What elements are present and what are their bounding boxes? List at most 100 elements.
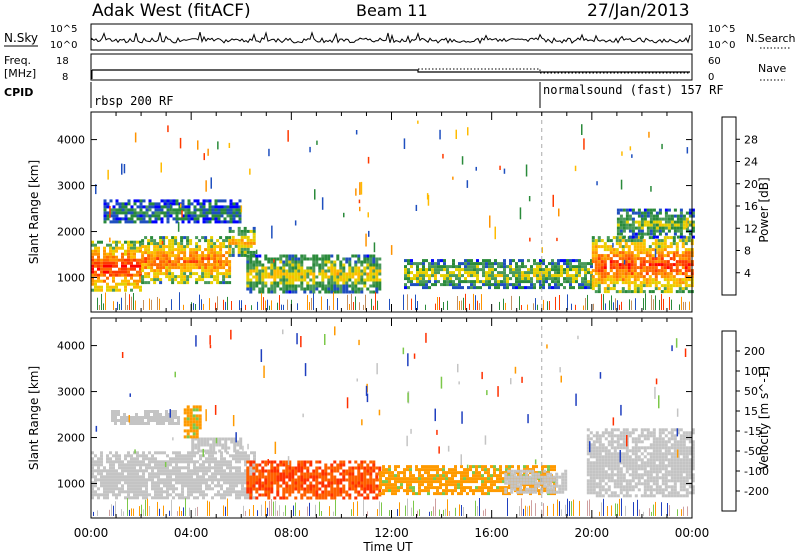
echo-cell — [536, 265, 539, 269]
echo-cell — [225, 263, 229, 267]
echo-cell — [633, 260, 637, 264]
echo-cell — [451, 480, 454, 484]
echo-cell — [246, 275, 250, 279]
echo-cell — [491, 283, 494, 287]
echo-cell — [624, 254, 628, 258]
echo-cell — [282, 496, 286, 500]
echo-cell — [180, 278, 184, 282]
echo-cell — [153, 419, 156, 422]
echo-cell — [636, 287, 640, 291]
echo-cell — [612, 251, 616, 255]
echo-cell — [413, 274, 416, 278]
echo-cell — [548, 283, 551, 287]
echo-cell — [681, 257, 685, 261]
echo-cell — [619, 208, 623, 212]
ground-scatter-mark — [135, 300, 136, 310]
echo-cell — [618, 245, 622, 249]
echo-cell — [235, 457, 238, 461]
ground-scatter-mark — [225, 301, 226, 310]
echo-cell — [103, 261, 106, 265]
echo-cell — [309, 484, 313, 488]
echo-cell — [306, 484, 310, 488]
echo-cell — [616, 455, 620, 459]
echo-cell — [177, 419, 180, 422]
ground-scatter-mark — [555, 296, 556, 310]
echo-cell — [115, 249, 118, 253]
echo-cell — [505, 486, 508, 490]
echo-cell — [200, 437, 204, 441]
echo-cell — [127, 460, 130, 464]
echo-cell — [136, 249, 139, 253]
echo-cell — [198, 239, 202, 243]
echo-cell — [232, 454, 235, 458]
echo-cell — [315, 481, 319, 485]
echo-cell — [519, 487, 523, 491]
echo-cell — [214, 217, 218, 221]
echo-cell — [499, 468, 502, 472]
echo-cell — [233, 443, 237, 447]
echo-cell — [127, 246, 130, 250]
echo-cell — [451, 474, 454, 478]
echo-cell — [455, 265, 458, 269]
echo-cell — [691, 229, 695, 233]
echo-cell — [183, 281, 187, 285]
echo-cell — [652, 214, 656, 218]
echo-cell — [637, 214, 641, 218]
echo-cell — [208, 484, 211, 488]
echo-cell — [657, 269, 661, 273]
echo-cell — [100, 463, 103, 467]
echo-cell — [154, 451, 157, 455]
echo-cell — [264, 269, 268, 273]
echo-cell — [141, 419, 144, 422]
echo-cell — [114, 419, 117, 422]
echo-cell — [109, 243, 112, 247]
echo-cell — [255, 275, 259, 279]
echo-cell — [535, 471, 538, 475]
echo-cell — [551, 268, 554, 272]
echo-cell — [160, 490, 163, 494]
echo-cell — [208, 466, 211, 470]
echo-cell — [515, 277, 518, 281]
echo-cell — [175, 220, 179, 224]
echo-cell — [276, 490, 280, 494]
echo-cell — [243, 226, 247, 230]
echo-cell — [273, 478, 277, 482]
echo-cell — [273, 278, 277, 282]
echo-cell — [264, 481, 268, 485]
echo-cell — [171, 422, 174, 425]
echo-cell — [434, 271, 437, 275]
echo-cell — [133, 208, 137, 212]
echo-cell — [215, 443, 219, 447]
echo-cell — [200, 443, 204, 447]
echo-cell — [264, 490, 268, 494]
echo-cell — [166, 217, 170, 221]
echo-cell — [496, 477, 499, 481]
echo-cell — [145, 205, 149, 209]
echo-cell — [622, 428, 626, 432]
echo-cell — [610, 473, 614, 477]
echo-cell — [603, 248, 607, 252]
echo-cell — [121, 217, 125, 221]
echo-cell — [581, 280, 584, 284]
echo-cell — [264, 460, 268, 464]
echo-cell — [205, 208, 209, 212]
echo-cell — [672, 281, 676, 285]
echo-cell — [330, 487, 334, 491]
echo-cell — [622, 431, 626, 435]
echo-cell — [297, 284, 301, 288]
echo-cell — [187, 451, 190, 455]
echo-cell — [139, 214, 143, 218]
echo-cell — [601, 488, 605, 492]
echo-cell — [513, 472, 517, 476]
echo-cell — [282, 469, 286, 473]
echo-cell — [494, 277, 497, 281]
echo-cell — [511, 465, 514, 469]
echo-cell — [142, 478, 145, 482]
echo-cell — [212, 437, 216, 441]
echo-cell — [288, 460, 292, 464]
echo-cell — [330, 481, 334, 485]
echo-cell — [345, 284, 349, 288]
echo-cell — [363, 272, 367, 276]
echo-cell — [109, 466, 112, 470]
echo-cell — [372, 263, 376, 267]
